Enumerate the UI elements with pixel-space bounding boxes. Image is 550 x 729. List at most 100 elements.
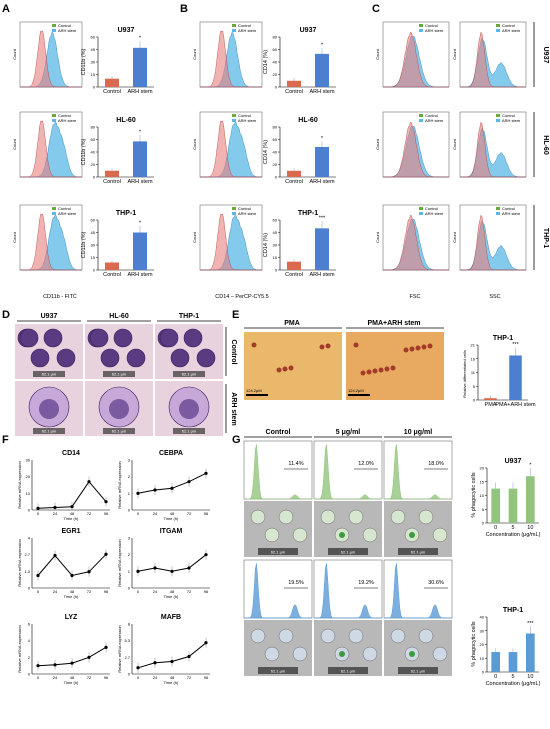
panel-b-bar-chart-1-y-tick-label: 60 [273,137,278,142]
panel-d-scale-bar-0-0 [33,371,65,377]
panel-label-b: B [180,3,188,15]
panel-b-bar-chart-1-y-tick-label: 40 [273,150,278,155]
panel-label-f: F [2,434,9,446]
phagocyte-cell-icon [432,646,448,662]
panel-b-histogram-2-ylabel: Count [192,231,197,243]
panel-c-fsc-histogram-0-legend-arh-label: ARH stem [425,28,444,33]
panel-c-fsc-histogram-2-control-histogram [383,214,449,271]
panel-f-chart-2-point [87,570,91,574]
panel-c-fsc-histogram-2-legend-arh-swatch [419,212,423,215]
phagocyte-cell-icon [348,509,364,525]
panel-a-bar-chart-2-title: THP-1 [116,210,136,217]
cell-nucleus-icon [183,328,203,348]
panel-b-histogram-1-legend-control-swatch [232,114,236,117]
panel-f-chart-1-x-tick-label: 96 [204,511,209,516]
panel-e-scale-label-1: 124.2μM [348,388,364,393]
panel-a-bar-chart-2-bar [105,262,119,270]
panel-f-chart-5-point [136,666,140,670]
panel-g-u937-bar-chart-bar [508,488,518,523]
panel-g-condition-label-0: Control [266,429,291,436]
panel-c-ssc-histogram-0-control-histogram [460,31,526,88]
panel-f-chart-5-y-tick-label: 5.3 [124,638,130,643]
panel-f-chart-3-point [170,569,174,573]
panel-f-chart-1-x-tick-label: 24 [153,511,158,516]
panel-g-thp1-bar-chart-x-tick-label: 10 [527,674,533,680]
panel-f-chart-3-point [136,569,140,573]
panel-e-scale-label-0: 124.2μM [246,388,262,393]
panel-b-bar-chart-1-bar [315,147,329,177]
panel-c-ssc-histogram-1-legend-control-swatch [496,114,500,117]
panel-c-ssc-histogram-2-ylabel: Count [452,231,457,243]
panel-f-chart-3-ylabel: Relative mRNA expression [117,539,122,587]
panel-g-thp1-bar-chart-bar [508,652,518,672]
panel-b-bar-chart-2-bar [315,228,329,270]
panel-b-bar-chart-0-significance: * [321,42,324,48]
bead-icon [339,532,345,538]
panel-a-histogram-0-legend-control-label: Control [58,23,71,28]
panel-b-histogram-1-control-histogram [200,120,262,178]
panel-b-histogram-2-control-histogram [200,213,262,271]
panel-b-bar-chart-0-x-tick-label: Control [285,89,303,95]
panel-f-chart-4-x-tick-label: 24 [53,675,58,680]
panel-f-chart-2-y-tick-label: 4 [28,536,31,541]
panel-c-ssc-histogram-2-legend-arh-label: ARH stem [502,211,521,216]
panel-f-chart-0-x-tick-label: 48 [70,511,75,516]
panel-d-col-label-2: THP-1 [179,313,199,320]
panel-d-scale-label-1-1: 62.1 μm [112,429,127,434]
panel-f-chart-3-xlabel: Time (h) [164,594,179,599]
panel-f-chart-2-point [70,573,74,578]
cell-nucleus-icon [43,328,63,348]
panel-c-fsc-histogram-2-legend-arh-label: ARH stem [425,211,444,216]
cell-nucleus-icon [170,348,190,368]
panel-g-scale-label-1-0: 62.1 μm [271,669,286,674]
differentiated-cell-icon [403,347,409,353]
panel-e-image-1 [346,332,444,400]
panel-g-u937-bar-chart-title: U937 [505,458,522,465]
panel-b-bar-chart-0-y-tick-label: 20 [273,72,278,77]
panel-f-chart-4-point [70,661,74,665]
panel-b-bar-chart-1-x-tick-label: Control [285,179,303,185]
differentiated-cell-icon [251,342,257,348]
panel-b-bar-chart-2: 0 15 30 45 60 Control ARH stem *** CD14 (%) THP-1 [263,210,336,278]
cell-nucleus-inner-icon [39,399,59,419]
panel-b-bar-chart-2-y-tick-label: 0 [275,268,278,273]
panel-f-chart-3-y-tick-label: 0 [128,586,131,591]
panel-f-chart-1-x-tick-label: 48 [170,511,175,516]
cell-nucleus-icon [196,348,216,368]
panel-d-scale-label-0-1: 62.1 μm [42,429,57,434]
panel-c-ssc-label: SSC [489,294,500,300]
differentiated-cell-icon [372,368,378,374]
panel-a-bar-chart-1-y-tick-label: 20 [91,162,96,167]
panel-g-histogram-1-0-trace [244,563,312,619]
panel-c-fsc-histogram-2-legend-control-label: Control [425,206,438,211]
panel-b-bar-chart-0-bar [287,80,301,87]
differentiated-cell-icon [366,369,372,375]
panel-b-histogram-0-legend-arh-label: ARH stem [238,28,257,33]
phagocyte-cell-icon [362,646,378,662]
panel-f-chart-0-x-tick-label: 24 [53,511,58,516]
panel-f-chart-5-point [170,659,174,664]
panel-g-thp1-bar-chart-y-tick-label: 0 [482,670,485,675]
panel-b-bar-chart-2-x-tick-label: ARH stem [309,272,334,278]
panel-g-thp1-bar-chart-bar [491,652,500,672]
panel-f-chart-5-x-tick-label: 48 [170,675,175,680]
panel-a-histogram-0-ylabel: Count [12,48,17,60]
panel-c-cell-label-1: HL-60 [542,135,549,155]
panel-g-u937-bar-chart: 0 5 10 15 20 0 5 10 * U937 [480,458,539,531]
panel-b-bar-chart-2-y-tick-label: 30 [273,243,278,248]
panel-a-bar-chart-1-y-tick-label: 0 [93,175,96,180]
panel-f-chart-4-y-tick-label: 2 [28,655,31,660]
panel-a-bar-chart-0-significance: * [139,35,142,41]
panel-a-histogram-2-legend-control-swatch [52,207,56,210]
panel-c-fsc-histogram-0-legend-control-swatch [419,24,423,27]
panel-f-chart-4-xlabel: Time (h) [64,680,79,685]
panel-c-fsc-histogram-0-control-histogram [383,31,449,88]
panel-f-chart-4-x-tick-label: 48 [70,675,75,680]
panel-f-chart-3-point [153,566,157,570]
panel-f-chart-0-y-tick-label: 20 [26,474,31,479]
panel-g-u937-bar-chart-significance: * [529,462,532,468]
panel-a-histogram-2-ylabel: Count [12,231,17,243]
panel-e-bar-chart-x-tick-label: PMA [485,402,497,408]
